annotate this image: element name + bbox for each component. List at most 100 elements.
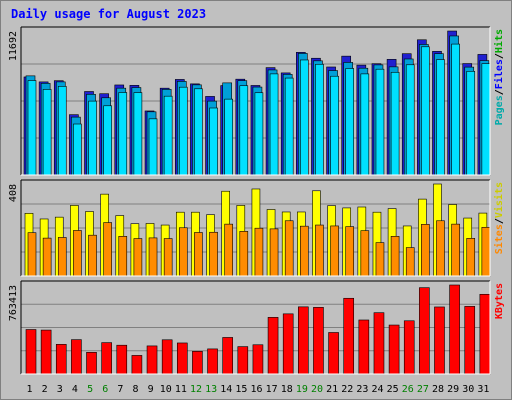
files-bar: [481, 63, 491, 176]
sites-bar: [209, 231, 218, 277]
day-label: 7: [117, 384, 123, 395]
files-bar: [269, 73, 279, 176]
kbytes-bar: [161, 339, 173, 375]
kbytes-bar: [343, 297, 355, 375]
files-bar: [194, 88, 203, 176]
legend-segment: /: [494, 218, 505, 224]
hits-axis-legend: Pages/Files/Hits: [493, 29, 505, 125]
files-bar: [375, 68, 385, 176]
files-bar: [436, 59, 445, 176]
files-bar: [451, 43, 460, 176]
kbytes-bar: [313, 307, 324, 375]
day-label: 22: [341, 384, 353, 395]
sites-bar: [360, 230, 370, 277]
day-label: 23: [356, 384, 368, 395]
legend-segment: Hits: [493, 29, 505, 53]
kbytes-bar: [25, 329, 37, 375]
files-bar: [209, 107, 218, 176]
kbytes-bar: [464, 306, 476, 375]
files-bar: [345, 68, 355, 176]
files-bar: [405, 64, 415, 176]
day-label: 14: [220, 384, 232, 395]
kbytes-bar: [146, 345, 158, 375]
day-label: 21: [326, 384, 338, 395]
files-bar: [103, 105, 112, 176]
files-bar: [42, 89, 52, 176]
sites-bar: [481, 226, 491, 277]
sites-bar: [103, 222, 112, 277]
files-bar: [390, 71, 400, 176]
files-bar: [27, 80, 37, 176]
sites-bar: [57, 237, 67, 277]
sites-bar: [194, 232, 203, 277]
files-bar: [254, 92, 264, 176]
day-label: 17: [266, 384, 278, 395]
files-bar: [284, 77, 294, 176]
files-bar: [421, 46, 430, 176]
files-bar: [224, 98, 233, 176]
legend-segment: KBytes: [494, 283, 505, 319]
files-bar: [118, 92, 128, 176]
kbytes-bar: [479, 293, 491, 375]
day-label: 2: [42, 384, 48, 395]
sites-bar: [148, 237, 158, 277]
sites-bar: [315, 224, 324, 277]
kbytes-bar: [328, 332, 339, 375]
sites-bar: [163, 238, 173, 277]
sites-bar: [239, 231, 249, 277]
day-label: 15: [235, 384, 247, 395]
files-bar: [57, 86, 67, 176]
kbytes-bar: [358, 319, 370, 375]
kbytes-bar: [449, 284, 460, 375]
sites-bar: [269, 228, 279, 277]
legend-segment: /: [494, 53, 505, 59]
day-label: 3: [57, 384, 63, 395]
day-label: 6: [102, 384, 108, 395]
kbytes-bar: [71, 339, 82, 375]
sites-bar: [224, 223, 233, 277]
kbytes-bar: [131, 355, 143, 375]
files-bar: [360, 73, 370, 176]
kbytes-bar: [116, 344, 128, 375]
files-bar: [300, 59, 309, 176]
files-bar: [73, 123, 82, 176]
kbytes-bar: [176, 342, 188, 375]
kbytes-bar: [86, 352, 97, 375]
sites-bar: [133, 238, 143, 277]
sites-bar: [88, 234, 97, 277]
kbytes-bar: [101, 342, 112, 375]
files-bar: [239, 85, 249, 176]
sites-bar: [178, 227, 188, 277]
kbytes-bar: [40, 329, 52, 375]
kbytes-bar: [237, 346, 249, 375]
sites-bar: [27, 232, 37, 277]
kbytes-bar: [282, 313, 294, 375]
kbytes-bar: [222, 337, 233, 375]
sites-bar: [330, 225, 339, 277]
chart-title: Daily usage for August 2023: [11, 7, 207, 21]
sites-bar: [254, 227, 264, 277]
day-label: 30: [462, 384, 474, 395]
kbytes-bar: [207, 348, 218, 375]
day-label: 5: [87, 384, 93, 395]
kbytes-bar: [373, 312, 385, 375]
kbytes-bar: [434, 306, 445, 375]
day-label: 1: [27, 384, 33, 395]
kbytes-axis-legend: KBytes: [494, 283, 505, 319]
kbytes-bar: [388, 324, 400, 375]
day-label: 18: [281, 384, 293, 395]
legend-segment: Visits: [493, 182, 505, 218]
sites-bar: [436, 220, 445, 277]
day-label: 24: [372, 384, 384, 395]
day-label: 26: [402, 384, 414, 395]
sites-bar: [405, 247, 415, 277]
legend-segment: Sites: [493, 224, 505, 254]
sites-bar: [375, 242, 385, 277]
day-label: 25: [387, 384, 399, 395]
sites-bar: [42, 237, 52, 277]
kbytes-bar: [252, 344, 264, 375]
files-bar: [163, 95, 173, 176]
day-label: 27: [417, 384, 429, 395]
sites-bar: [421, 224, 430, 277]
